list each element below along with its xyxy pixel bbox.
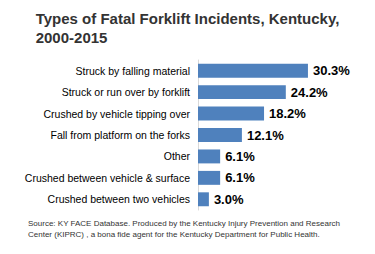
svg-text:Center (KIPRC) , a bona fide a: Center (KIPRC) , a bona fide agent for t… (28, 230, 320, 239)
svg-text:3.0%: 3.0% (214, 192, 244, 207)
svg-text:Fall from platform on the fork: Fall from platform on the forks (51, 129, 190, 141)
svg-text:30.3%: 30.3% (313, 63, 350, 78)
svg-text:12.1%: 12.1% (247, 128, 284, 143)
svg-text:Crushed by vehicle tipping ove: Crushed by vehicle tipping over (44, 108, 191, 120)
svg-text:Types of Fatal Forklift Incide: Types of Fatal Forklift Incidents, Kentu… (36, 10, 340, 27)
svg-text:Struck or run over by forklift: Struck or run over by forklift (62, 86, 190, 98)
svg-text:Struck by falling material: Struck by falling material (76, 65, 190, 77)
svg-text:Source: KY FACE Database. Prod: Source: KY FACE Database. Produced by th… (28, 219, 342, 228)
svg-text:2000-2015: 2000-2015 (36, 29, 108, 46)
svg-text:6.1%: 6.1% (225, 149, 255, 164)
svg-text:18.2%: 18.2% (269, 106, 306, 121)
svg-text:Other: Other (164, 150, 191, 162)
svg-text:Crushed between two vehicles: Crushed between two vehicles (48, 193, 190, 205)
svg-text:6.1%: 6.1% (225, 170, 255, 185)
svg-text:Crushed between vehicle & surf: Crushed between vehicle & surface (25, 172, 190, 184)
svg-text:24.2%: 24.2% (291, 85, 328, 100)
